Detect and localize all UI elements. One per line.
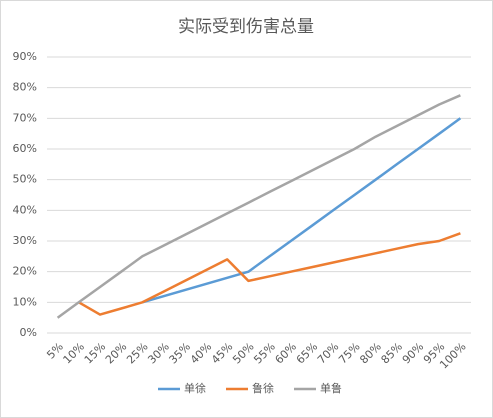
y-tick-label: 50% bbox=[13, 173, 37, 186]
y-tick-label: 20% bbox=[13, 265, 37, 278]
line-series bbox=[56, 94, 461, 319]
y-tick-label: 40% bbox=[13, 203, 37, 216]
legend-label: 鲁徐 bbox=[252, 381, 274, 395]
y-tick-label: 70% bbox=[13, 111, 37, 124]
y-tick-label: 0% bbox=[20, 326, 37, 339]
y-tick-label: 90% bbox=[13, 50, 37, 63]
y-tick-label: 10% bbox=[13, 295, 37, 308]
legend-label: 单徐 bbox=[184, 381, 206, 395]
chart-title: 实际受到伤害总量 bbox=[178, 17, 314, 37]
line-series bbox=[78, 232, 461, 316]
y-tick-label: 80% bbox=[13, 81, 37, 94]
y-tick-label: 60% bbox=[13, 142, 37, 155]
y-tick-label: 30% bbox=[13, 234, 37, 247]
line-series bbox=[142, 117, 462, 304]
legend-label: 单鲁 bbox=[320, 381, 342, 395]
